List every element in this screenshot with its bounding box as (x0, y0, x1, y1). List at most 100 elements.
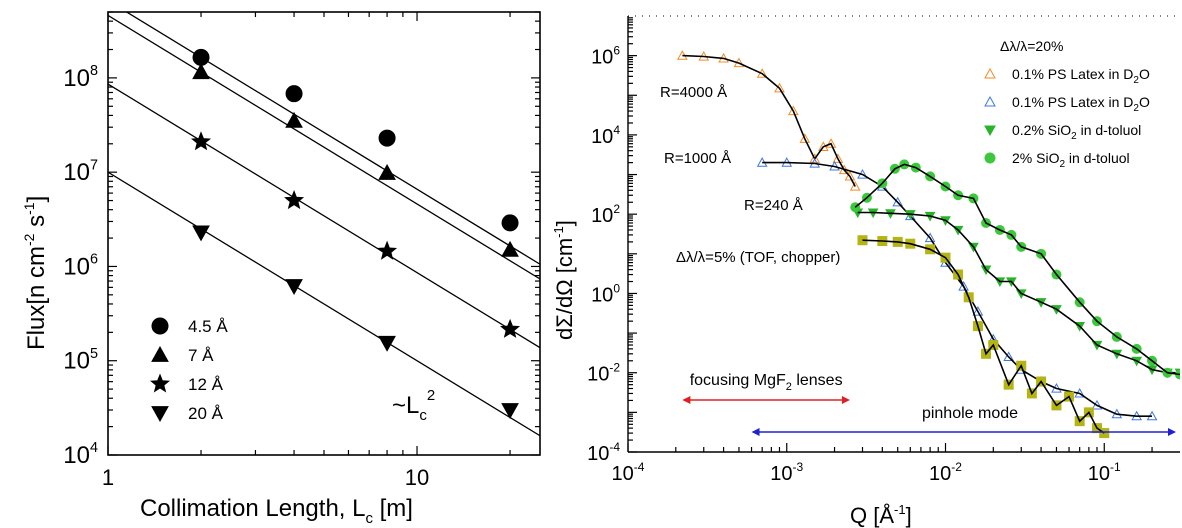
flux-data-point (501, 214, 519, 232)
scattering-x-tick-label: 10-3 (770, 460, 803, 485)
scattering-x-tick-label-base: 10 (612, 463, 634, 485)
flux-scaling-text: ~L (392, 392, 419, 419)
scattering-data-point (844, 170, 856, 181)
flux-data-point (192, 63, 210, 80)
scattering-y-tick-label-base: 10 (591, 205, 613, 227)
scattering-y-tick-label-exp: 0 (613, 281, 620, 295)
flux-data-point (190, 131, 212, 151)
focusing-lenses-end: lenses (792, 372, 843, 389)
scattering-annotation: R=4000 Å (660, 84, 727, 101)
flux-x-tick-label: 10 (405, 465, 429, 490)
scattering-legend-label: 2% SiO2 in d-toluol (1012, 150, 1130, 170)
scattering-y-tick-label-exp: 4 (613, 123, 620, 137)
scattering-data-point (1091, 399, 1103, 410)
flux-legend-marker (151, 406, 169, 423)
scattering-annotation: R=240 Å (744, 197, 803, 214)
scattering-x-tick-label: 10-2 (929, 460, 962, 485)
scattering-data-point (799, 133, 811, 143)
scattering-data-point (1003, 351, 1015, 362)
scattering-legend-end: in d-toluol (1077, 122, 1142, 138)
flux-legend: 4.5 Å 7 Å 12 Å 20 Å (149, 317, 228, 423)
scattering-data-point (849, 180, 861, 191)
flux-fit-line (108, 171, 540, 437)
focusing-arrow-head-right (841, 396, 850, 404)
flux-y-tick-label-base: 10 (63, 159, 90, 186)
flux-y-tick-label-base: 10 (63, 442, 90, 469)
scattering-y-tick-label: 100 (591, 281, 620, 306)
scattering-fit-curve (682, 54, 856, 187)
scattering-legend-name: 2% SiO (1012, 150, 1060, 166)
flux-y-tick-label-exp: 7 (90, 157, 98, 173)
flux-y-tick-label: 104 (63, 440, 98, 469)
flux-x-axis-title: Collimation Length, Lc [m] (140, 495, 413, 527)
flux-y-tick-label-exp: 4 (90, 440, 98, 456)
flux-data-point (501, 403, 519, 420)
scattering-annotation: R=1000 Å (664, 150, 731, 167)
scattering-legend-end: in d-toluol (1065, 150, 1130, 166)
flux-y-tick-label-exp: 8 (90, 63, 98, 79)
flux-y-tick-label: 105 (63, 346, 98, 375)
focusing-arrow-head-left (682, 396, 691, 404)
scattering-fit-curve (862, 239, 1105, 434)
scattering-legend-marker (984, 152, 996, 164)
flux-y-tick-label-exp: 6 (90, 252, 98, 268)
scattering-fit-curve (857, 211, 1180, 374)
scattering-legend-sub: 2 (1133, 75, 1139, 86)
q-x-axis-title: Q [Å-1] (850, 502, 912, 528)
flux-data-point (501, 240, 519, 257)
flux-fit-lines (108, 12, 540, 437)
scattering-legend-marker (984, 67, 996, 79)
scattering-data-point (892, 196, 904, 207)
flux-y-tick-label: 108 (63, 63, 98, 92)
scattering-y-tick-label-exp: 6 (613, 44, 620, 58)
flux-legend-label: 4.5 Å (188, 317, 228, 336)
scattering-legend-name: 0.1% PS Latex in D (1012, 94, 1133, 110)
flux-legend-label: 7 Å (188, 346, 214, 365)
scattering-legend-label: 0.2% SiO2 in d-toluol (1012, 122, 1141, 142)
flux-data-point (192, 48, 210, 66)
flux-fit-line (125, 12, 540, 265)
scattering-legend-sub: 2 (1071, 131, 1077, 142)
scattering-legend-label: 0.1% PS Latex in D2O (1012, 94, 1150, 114)
scattering-y-tick-label: 104 (591, 123, 620, 148)
scattering-series (857, 235, 1110, 439)
flux-data-point (285, 111, 303, 128)
scattering-x-tick-label-exp: -2 (951, 460, 962, 474)
scattering-y-tick-label-exp: 2 (613, 202, 620, 216)
scattering-legend-marker (984, 125, 996, 137)
scattering-y-tick-label: 10-2 (587, 361, 620, 386)
flux-x-tick-label: 1 (102, 465, 114, 490)
flux-y-tick-label-exp: 5 (90, 346, 98, 362)
scattering-x-tick-label: 10-4 (612, 460, 645, 485)
flux-scaling-annotation: ~Lc2 (392, 387, 435, 424)
scattering-data-point (774, 82, 785, 93)
scattering-y-tick-label-exp: -2 (609, 361, 620, 375)
focusing-lenses-label: focusing MgF2 lenses (690, 372, 843, 393)
scattering-x-tick-label-base: 10 (770, 463, 792, 485)
scattering-series (852, 208, 1180, 379)
flux-data-point (285, 85, 303, 103)
cross-section-y-axis-title: dΣ/dΩ [cm-1] (551, 220, 577, 340)
scattering-data-point (809, 153, 821, 163)
scattering-x-tick-label-base: 10 (1088, 463, 1110, 485)
scattering-legend-sub: 2 (1059, 159, 1065, 170)
flux-y-tick-label: 107 (63, 157, 98, 186)
flux-scaling-sub: c (419, 407, 427, 424)
scattering-legend-sub: 2 (1133, 103, 1139, 114)
flux-series (192, 225, 519, 420)
scattering-legend-end: O (1139, 94, 1150, 110)
flux-data-point (378, 163, 396, 180)
flux-fit-line (108, 14, 540, 280)
flux-y-tick-label-base: 10 (63, 253, 90, 280)
scattering-y-tick-label-base: 10 (591, 284, 613, 306)
scattering-legend-name: 0.1% PS Latex in D (1012, 66, 1133, 82)
scattering-legend-marker (984, 95, 996, 107)
scattering-data-point (825, 138, 837, 148)
scattering-fit-curve (854, 163, 1180, 376)
flux-data-point (192, 225, 210, 242)
scattering-y-tick-label: 106 (591, 44, 620, 69)
scattering-x-tick-label: 10-1 (1088, 460, 1121, 485)
flux-legend-marker (151, 317, 169, 335)
